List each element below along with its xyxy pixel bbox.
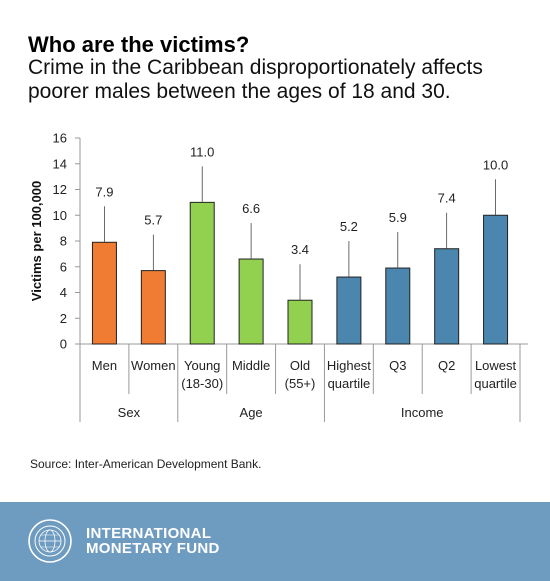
y-tick-label: 14 [53,156,67,171]
data-label: 6.6 [242,201,260,216]
bar [385,267,411,345]
bar [434,248,460,345]
y-tick-label: 2 [60,311,67,326]
y-tick-label: 4 [60,285,67,300]
x-tick-label: (18-30) [181,376,223,391]
x-tick-label: Lowest [475,358,517,373]
group-label: Sex [118,405,141,420]
group-label: Age [240,405,263,420]
bar [140,270,166,345]
y-tick-label: 0 [60,337,67,352]
x-tick-label: Highest [327,358,371,373]
data-label: 7.4 [438,191,456,206]
y-tick-label: 16 [53,131,67,146]
bar [336,276,362,345]
data-label: 7.9 [95,184,113,199]
x-tick-label: Young [184,358,220,373]
x-tick-label: Middle [232,358,270,373]
imf-footer: INTERNATIONAL MONETARY FUND [0,502,550,581]
x-tick-label: quartile [328,376,371,391]
bar [189,201,215,345]
data-label: 5.2 [340,219,358,234]
data-label: 11.0 [190,144,214,159]
bar [287,299,313,345]
data-label: 3.4 [291,242,309,257]
y-tick-label: 6 [60,259,67,274]
group-label: Income [401,405,444,420]
y-tick-label: 8 [60,234,67,249]
chart-title: Who are the victims? [28,32,250,57]
y-tick-label: 12 [53,182,67,197]
imf-seal-icon [28,519,72,563]
imf-wordmark: INTERNATIONAL MONETARY FUND [86,526,220,556]
data-label: 5.7 [144,213,162,228]
data-label: 5.9 [389,210,407,225]
bar [91,241,117,345]
x-tick-label: quartile [474,376,517,391]
bar [238,258,264,345]
x-tick-label: (55+) [285,376,316,391]
org-name-line2: MONETARY FUND [86,540,220,557]
x-tick-label: Women [131,358,176,373]
chart-subtitle: Crime in the Caribbean disproportionatel… [28,56,483,103]
y-tick-label: 10 [53,208,67,223]
bar [483,214,509,345]
bar-chart: 0 2 4 6 8 10 12 14 16 Victims per 100,000 7.9 Men 5.… [29,131,528,422]
source-note: Source: Inter-American Development Bank. [30,457,262,471]
data-label: 10.0 [483,157,508,172]
x-tick-label: Q3 [389,358,406,373]
org-name-line1: INTERNATIONAL [86,525,212,542]
x-tick-label: Old [290,358,310,373]
x-tick-label: Q2 [438,358,455,373]
x-tick-label: Men [92,358,117,373]
y-axis-title: Victims per 100,000 [29,181,44,301]
